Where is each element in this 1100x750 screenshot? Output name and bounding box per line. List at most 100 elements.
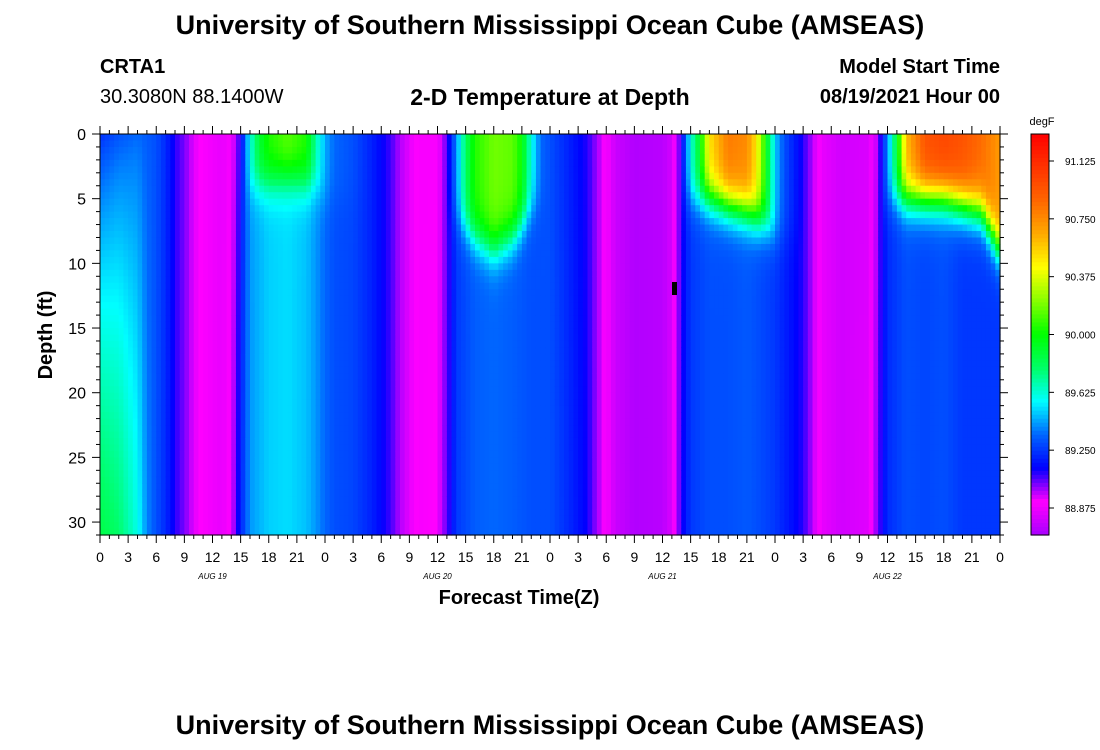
heatmap-cell [376,179,382,187]
heatmap-cell [301,489,307,497]
heatmap-cell [165,476,171,484]
heatmap-cell [193,515,200,523]
heatmap-cell [334,373,340,381]
heatmap-cell [362,218,368,226]
heatmap-cell [456,347,462,355]
heatmap-cell [451,172,457,180]
heatmap-cell [348,379,354,387]
heatmap-cell [320,153,326,161]
heatmap-cell [296,470,303,478]
heatmap-cell [385,302,392,310]
heatmap-cell [348,347,354,355]
heatmap-cell [217,172,223,180]
heatmap-cell [179,231,185,239]
heatmap-cell [142,250,148,258]
heatmap-cell [432,431,439,439]
heatmap-cell [442,373,448,381]
heatmap-cell [132,205,139,213]
heatmap-cell [240,153,246,161]
heatmap-cell [432,289,439,297]
heatmap-cell [432,250,439,258]
heatmap-cell [325,509,331,517]
heatmap-cell [292,308,298,316]
heatmap-cell [175,373,181,381]
heatmap-cell [259,159,265,167]
heatmap-cell [404,431,410,439]
heatmap-cell [414,431,420,439]
heatmap-cell [329,340,335,349]
heatmap-cell [118,276,125,284]
heatmap-cell [470,295,476,303]
heatmap-cell [470,489,476,497]
heatmap-cell [189,153,195,161]
heatmap-cell [334,166,340,174]
heatmap-cell [146,522,153,530]
heatmap-cell [175,140,181,148]
heatmap-cell [456,444,462,452]
heatmap-cell [339,276,345,284]
heatmap-cell [385,289,392,297]
heatmap-cell [456,218,462,226]
heatmap-cell [151,321,157,329]
heatmap-cell [278,308,284,316]
heatmap-cell [465,211,471,219]
heatmap-cell [362,502,368,510]
heatmap-cell [226,353,232,361]
heatmap-cell [357,386,364,394]
heatmap-cell [268,218,275,226]
heatmap-cell [442,289,448,297]
heatmap-cell [156,192,162,200]
heatmap-cell [315,192,321,200]
heatmap-cell [207,340,214,349]
heatmap-cell [207,418,214,426]
heatmap-cell [418,366,425,374]
heatmap-cell [446,276,453,284]
heatmap-cell [137,502,143,510]
heatmap-cell [273,366,279,374]
heatmap-cell [165,522,171,530]
heatmap-cell [189,166,195,174]
heatmap-cell [212,515,218,523]
heatmap-cell [329,502,335,510]
heatmap-cell [245,347,251,355]
heatmap-cell [404,179,410,187]
heatmap-cell [446,353,453,361]
heatmap-cell [273,211,279,219]
heatmap-cell [470,392,476,400]
heatmap-cell [156,231,162,239]
heatmap-cell [465,444,471,452]
heatmap-cell [142,159,148,167]
heatmap-cell [282,392,289,400]
heatmap-cell [221,192,228,200]
heatmap-cell [212,418,218,426]
heatmap-cell [409,289,415,297]
heatmap-cell [432,134,439,142]
heatmap-cell [254,231,260,239]
heatmap-cell [123,502,129,510]
heatmap-cell [104,437,110,446]
heatmap-cell [156,437,162,446]
heatmap-cell [156,463,162,471]
heatmap-cell [123,205,129,213]
heatmap-cell [170,366,176,374]
heatmap-cell [371,153,378,161]
heatmap-cell [460,315,467,323]
heatmap-cell [193,243,200,252]
heatmap-cell [376,231,382,239]
heatmap-cell [348,528,354,536]
heatmap-cell [179,321,185,329]
heatmap-cell [151,334,157,342]
heatmap-cell [217,392,223,400]
heatmap-cell [217,483,223,491]
heatmap-cell [198,379,204,387]
heatmap-cell [235,321,242,329]
heatmap-cell [198,140,204,148]
heatmap-cell [296,211,303,219]
heatmap-cell [179,418,185,426]
heatmap-cell [264,418,270,426]
heatmap-cell [109,502,115,510]
heatmap-cell [343,179,350,187]
heatmap-cell [268,360,275,368]
heatmap-cell [442,379,448,387]
heatmap-cell [287,256,293,264]
